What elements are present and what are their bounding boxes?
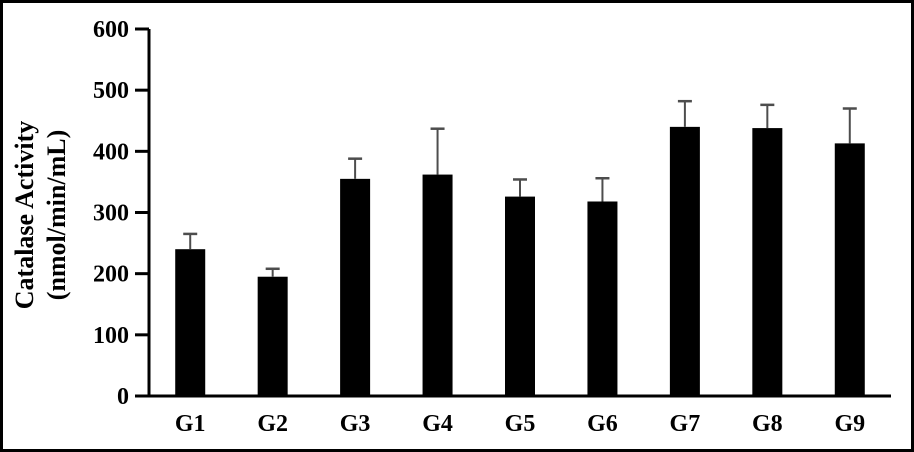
y-tick-label-500: 500: [93, 78, 129, 104]
bar-G5: [505, 196, 535, 396]
bar-G8: [752, 128, 783, 396]
x-tick-label-G8: G8: [752, 411, 783, 437]
x-tick-label-G1: G1: [175, 411, 206, 437]
y-tick-label-400: 400: [93, 139, 129, 165]
bar-G6: [587, 201, 618, 396]
x-tick-label-G2: G2: [257, 411, 288, 437]
x-tick-label-G3: G3: [340, 411, 371, 437]
x-tick-label-G4: G4: [422, 411, 453, 437]
bar-G4: [422, 174, 453, 396]
y-tick-label-0: 0: [117, 384, 129, 410]
y-tick-label-200: 200: [93, 262, 129, 288]
error-bars: [183, 99, 857, 277]
y-axis-title-line1: Catalase Activity: [10, 121, 39, 309]
catalase-activity-bar-chart: 0 100 200 300 400 500 600 G1 G2 G3 G4 G5 G6 G7 G8 G9 C…: [10, 17, 891, 437]
x-tick-label-G9: G9: [834, 411, 865, 437]
bar-G9: [834, 143, 865, 396]
y-axis: 0 100 200 300 400 500 600: [93, 17, 151, 410]
y-axis-title: Catalase Activity (nmol/min/mL): [10, 121, 71, 309]
y-tick-label-600: 600: [93, 17, 129, 43]
x-tick-label-G5: G5: [505, 411, 536, 437]
bar-G3: [340, 178, 371, 396]
x-axis: G1 G2 G3 G4 G5 G6 G7 G8 G9: [147, 394, 891, 437]
bars: [175, 126, 865, 396]
y-tick-label-100: 100: [93, 323, 129, 349]
bar-G7: [669, 126, 700, 396]
y-tick-label-300: 300: [93, 201, 129, 227]
bar-G1: [175, 249, 206, 396]
bar-G2: [257, 276, 288, 396]
y-axis-title-line2: (nmol/min/mL): [42, 130, 71, 300]
x-tick-label-G6: G6: [587, 411, 618, 437]
x-tick-label-G7: G7: [670, 411, 701, 437]
